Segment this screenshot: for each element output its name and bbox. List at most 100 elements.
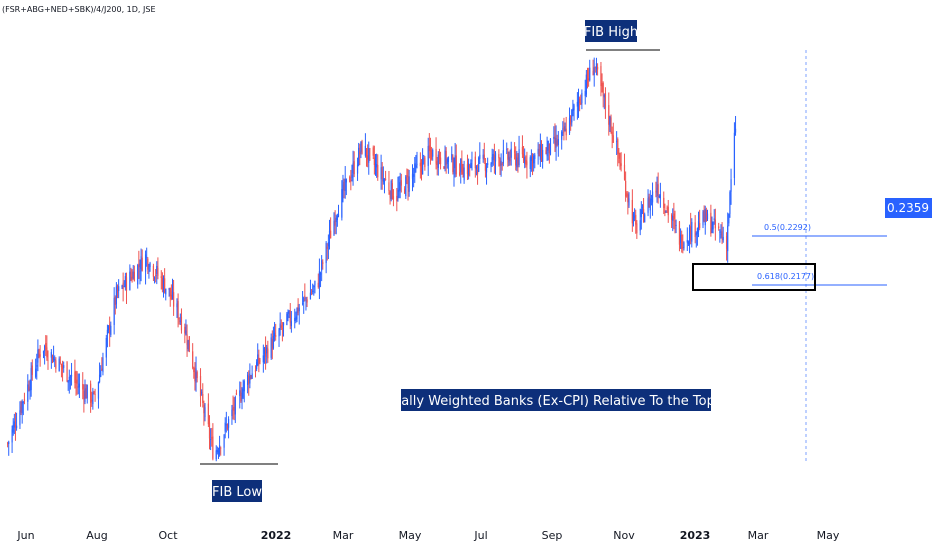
- candle-body: [439, 157, 442, 165]
- candle-body: [8, 441, 10, 444]
- candle-body: [459, 172, 461, 176]
- support-zone-box[interactable]: [692, 263, 816, 291]
- candle-body: [611, 131, 613, 136]
- candle-body: [239, 390, 241, 397]
- candle-body: [436, 161, 438, 166]
- candle-body: [452, 156, 454, 173]
- candle-body: [50, 352, 52, 358]
- candle-body: [451, 154, 453, 160]
- candle-body: [461, 160, 463, 175]
- candle-body: [522, 154, 525, 161]
- candle-body: [82, 383, 84, 390]
- candle-body: [728, 214, 730, 224]
- candle-body: [321, 260, 323, 271]
- candle-body: [642, 209, 645, 223]
- candle-body: [691, 221, 693, 242]
- candle-body: [180, 316, 183, 331]
- candle-body: [365, 148, 368, 158]
- candle-body: [382, 178, 384, 182]
- candle-body: [272, 335, 275, 348]
- candle-body: [110, 325, 112, 335]
- candle-body: [194, 371, 196, 382]
- candle-body: [602, 83, 604, 96]
- candle-body: [648, 196, 650, 208]
- candle-body: [105, 337, 107, 358]
- candle-body: [234, 396, 236, 415]
- candle-body: [310, 292, 313, 294]
- candle-body: [533, 155, 535, 164]
- candle-body: [725, 235, 728, 249]
- candle-body: [14, 424, 17, 428]
- candle-body: [147, 258, 149, 270]
- candle-body: [438, 151, 441, 161]
- candle-body: [592, 70, 594, 76]
- candle-body: [226, 424, 229, 429]
- candle-body: [109, 324, 111, 334]
- candle-body: [249, 373, 251, 384]
- candle-body: [179, 320, 181, 322]
- candle-body: [585, 74, 587, 95]
- candle-body: [427, 146, 429, 166]
- candle-body: [373, 157, 375, 165]
- candle-body: [681, 234, 683, 250]
- candle-body: [155, 275, 157, 277]
- candle-body: [647, 198, 649, 213]
- candle-body: [184, 326, 186, 334]
- candle-body: [415, 165, 417, 168]
- candle-body: [435, 149, 437, 164]
- candle-body: [704, 209, 706, 226]
- candle-body: [651, 191, 654, 203]
- candle-body: [407, 179, 409, 189]
- candle-body: [429, 147, 432, 152]
- candle-body: [554, 136, 556, 146]
- candle-body: [405, 176, 407, 197]
- candle-body: [360, 142, 362, 152]
- candle-body: [594, 66, 596, 68]
- candle-body: [168, 288, 170, 291]
- candle-body: [612, 135, 614, 143]
- candle-body: [565, 128, 567, 136]
- candle-body: [508, 156, 510, 163]
- candle-body: [524, 157, 526, 164]
- candle-body: [446, 158, 448, 164]
- candle-body: [388, 182, 390, 192]
- candle-body: [251, 373, 253, 379]
- candle-body: [301, 303, 304, 305]
- candle-body: [256, 362, 258, 370]
- candle-body: [361, 141, 363, 154]
- candle-body: [148, 270, 150, 272]
- candle-body: [144, 254, 147, 272]
- candle-body: [287, 315, 289, 318]
- candle-body: [304, 295, 306, 297]
- xtick-2022: 2022: [261, 529, 292, 542]
- candle-body: [210, 439, 212, 440]
- candle-body: [193, 367, 195, 373]
- candle-body: [171, 291, 174, 297]
- candle-body: [92, 392, 94, 405]
- candle-body: [335, 217, 337, 223]
- candle-body: [419, 162, 421, 167]
- candle-body: [534, 154, 536, 159]
- candle-body: [78, 383, 80, 388]
- candle-body: [658, 195, 660, 198]
- candle-body: [74, 371, 76, 383]
- candle-body: [377, 164, 379, 178]
- candle-body: [314, 280, 316, 286]
- candle-body: [392, 196, 395, 200]
- candle-body: [484, 163, 487, 171]
- candle-body: [275, 335, 277, 337]
- candle-body: [156, 265, 158, 275]
- candle-body: [665, 211, 667, 212]
- candle-body: [63, 365, 65, 368]
- candle-body: [61, 365, 64, 369]
- candle-body: [697, 221, 700, 232]
- candle-body: [369, 148, 371, 150]
- candle-body: [187, 340, 189, 350]
- candle-body: [90, 383, 92, 403]
- candle-body: [517, 154, 519, 165]
- candle-body: [267, 348, 269, 359]
- candle-body: [525, 159, 527, 165]
- candle-body: [656, 187, 658, 194]
- candle-body: [467, 163, 470, 176]
